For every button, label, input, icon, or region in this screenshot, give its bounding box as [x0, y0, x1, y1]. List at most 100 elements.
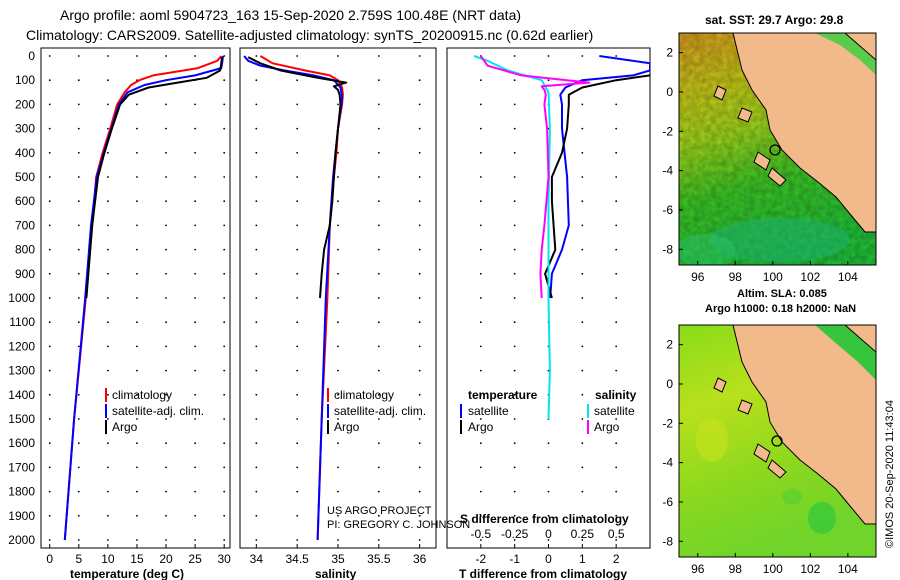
sumatra-landmass: [732, 33, 876, 233]
grid-dot: [255, 297, 258, 299]
legend-sal-satellite-label: satellite: [594, 404, 635, 418]
grid-dot: [48, 514, 51, 517]
grid-dot: [418, 442, 421, 445]
grid-dot: [194, 127, 197, 130]
legend-argo-swatch: [327, 420, 329, 434]
grid-dot: [615, 490, 618, 493]
grid-dot: [296, 297, 299, 299]
salinity-grid: [255, 55, 421, 541]
grid-dot: [615, 103, 618, 106]
grid-dot: [513, 321, 516, 324]
legend-climatology-label: climatology: [334, 388, 394, 402]
grid-dot: [547, 55, 550, 57]
grid-dot: [479, 200, 482, 203]
grid-dot: [296, 418, 299, 420]
grid-dot: [106, 224, 109, 227]
grid-dot: [581, 55, 584, 57]
grid-dot: [223, 539, 226, 541]
grid-dot: [418, 103, 421, 106]
grid-dot: [377, 127, 380, 130]
temperature-axis-label: temperature (deg C): [70, 567, 184, 580]
grid-dot: [194, 418, 197, 420]
grid-dot: [479, 369, 482, 372]
grid-dot: [194, 369, 197, 372]
s-difference-tick-label: 0.5: [608, 527, 625, 541]
nias-island: [713, 377, 727, 393]
grid-dot: [136, 248, 138, 251]
grid-dot: [296, 490, 299, 493]
grid-dot: [136, 418, 138, 420]
mentawai-islands: [753, 443, 771, 463]
grid-dot: [418, 176, 421, 178]
grid-dot: [48, 103, 51, 106]
grid-dot: [296, 345, 299, 348]
temperature-tick-label: 20: [159, 552, 173, 566]
grid-dot: [513, 514, 516, 517]
grid-dot: [377, 418, 380, 420]
grid-dot: [513, 466, 516, 469]
grid-dot: [48, 442, 51, 445]
grid-dot: [296, 369, 299, 372]
grid-dot: [377, 514, 380, 517]
grid-dot: [255, 103, 258, 106]
grid-dot: [615, 442, 618, 445]
depth-tick-label: 500: [15, 170, 35, 184]
grid-dot: [513, 490, 516, 493]
grid-dot: [418, 321, 421, 324]
grid-dot: [255, 127, 258, 130]
grid-dot: [615, 369, 618, 372]
temperature-tick-label: 25: [188, 552, 202, 566]
grid-dot: [337, 418, 339, 420]
grid-dot: [48, 151, 51, 154]
depth-tick-label: 400: [15, 146, 35, 160]
temperature-panel: 0100200300400500600700800900100011001200…: [8, 47, 231, 580]
grid-dot: [337, 345, 339, 348]
depth-tick-label: 900: [15, 267, 35, 281]
temperature-tick-label: 15: [130, 552, 144, 566]
grid-dot: [479, 539, 482, 541]
grid-dot: [194, 55, 197, 57]
grid-dot: [418, 369, 421, 372]
grid-dot: [581, 103, 584, 106]
t-difference-tick-label: 1: [579, 552, 586, 566]
grid-dot: [136, 224, 138, 227]
grid-dot: [194, 466, 197, 469]
depth-tick-label: 700: [15, 218, 35, 232]
grid-dot: [418, 514, 421, 517]
depth-tick-label: 1100: [9, 315, 35, 329]
grid-dot: [615, 539, 618, 541]
grid-dot: [377, 200, 380, 203]
grid-dot: [255, 151, 258, 154]
grid-dot: [194, 393, 197, 396]
grid-dot: [106, 248, 109, 251]
grid-dot: [615, 224, 618, 227]
depth-tick-label: 300: [15, 122, 35, 136]
grid-dot: [513, 442, 516, 445]
grid-dot: [77, 176, 80, 178]
grid-dot: [337, 200, 339, 203]
grid-dot: [194, 248, 197, 251]
grid-dot: [106, 442, 109, 445]
map-lon-label: 100: [763, 270, 783, 284]
grid-dot: [136, 55, 138, 57]
grid-dot: [48, 272, 51, 275]
t-difference-tick-label: -1: [509, 552, 520, 566]
grid-dot: [223, 490, 226, 493]
grid-dot: [581, 442, 584, 445]
grid-dot: [615, 248, 618, 251]
legend-temperature-heading: temperature: [468, 388, 538, 402]
grid-dot: [77, 466, 80, 469]
grid-dot: [255, 466, 258, 469]
map-lat-label: -2: [662, 416, 673, 430]
malay-peninsula: [844, 33, 876, 61]
sla-map: Altim. SLA: 0.085 Argo h1000: 0.18 h2000…: [662, 288, 896, 576]
grid-dot: [581, 176, 584, 178]
grid-dot: [615, 393, 618, 396]
grid-dot: [337, 176, 339, 178]
depth-tick-label: 1800: [8, 485, 35, 499]
grid-dot: [377, 272, 380, 275]
grid-dot: [136, 272, 138, 275]
grid-dot: [581, 127, 584, 130]
grid-dot: [547, 79, 550, 82]
